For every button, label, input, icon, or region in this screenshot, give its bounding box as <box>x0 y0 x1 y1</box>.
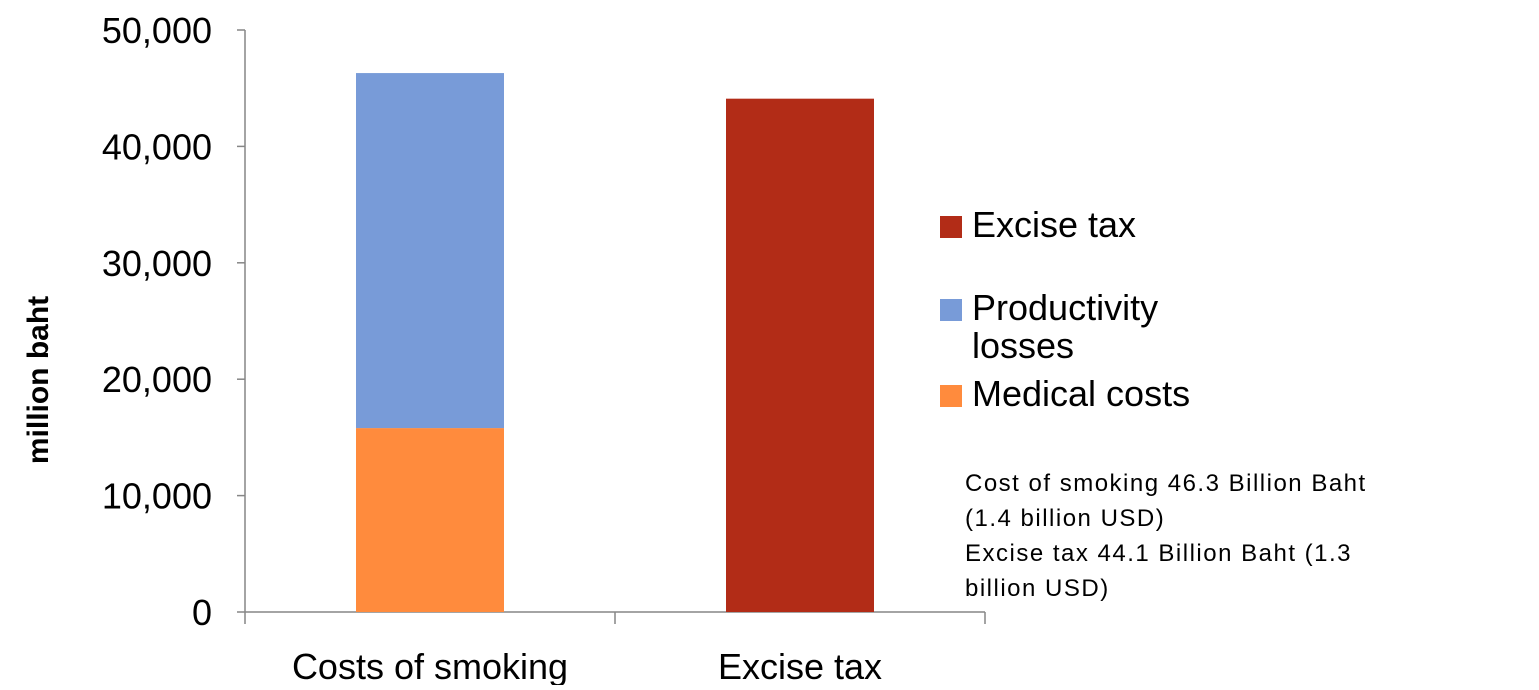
legend-label: Productivity <box>972 287 1158 328</box>
x-category-label: Costs of smoking <box>292 646 568 685</box>
annotation-line: Cost of smoking 46.3 Billion Baht <box>965 470 1367 497</box>
y-tick-label: 30,000 <box>102 243 212 284</box>
y-tick-labels: 0 10,000 20,000 30,000 40,000 50,000 <box>102 10 212 633</box>
legend-swatch <box>940 299 962 321</box>
legend-label: Medical costs <box>972 373 1190 414</box>
bar-segment <box>726 98 874 612</box>
y-tick-label: 0 <box>192 592 212 633</box>
y-tick-label: 40,000 <box>102 126 212 167</box>
y-tick-label: 10,000 <box>102 476 212 517</box>
bar-segment <box>356 73 504 429</box>
legend-swatch <box>940 216 962 238</box>
annotation-line: Excise tax 44.1 Billion Baht (1.3 <box>965 540 1352 567</box>
annotation-note: Cost of smoking 46.3 Billion Baht (1.4 bi… <box>965 470 1367 602</box>
legend-label: Excise tax <box>972 204 1136 245</box>
y-axis-label: million baht <box>22 296 55 464</box>
annotation-line: billion USD) <box>965 575 1110 602</box>
bars-layer <box>356 73 874 612</box>
legend-swatch <box>940 385 962 407</box>
annotation-line: (1.4 billion USD) <box>965 505 1165 532</box>
x-category-labels: Costs of smoking Excise tax <box>292 646 882 687</box>
x-category-label: Excise tax <box>718 646 882 685</box>
y-tick-label: 50,000 <box>102 10 212 51</box>
y-tick-label: 20,000 <box>102 359 212 400</box>
legend-label: losses <box>972 325 1074 366</box>
bar-segment <box>356 428 504 612</box>
